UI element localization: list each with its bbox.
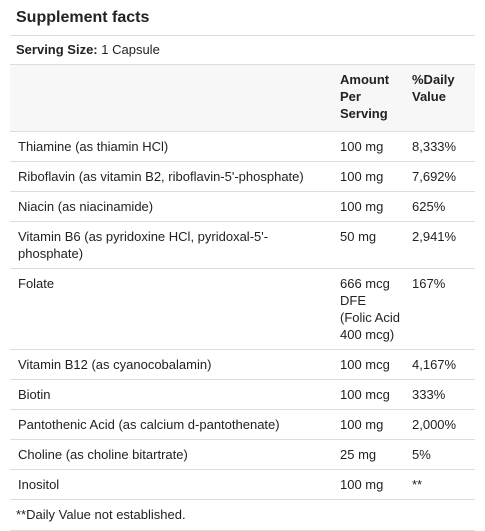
daily-value: 4,167% <box>404 349 475 380</box>
daily-value: 333% <box>404 379 475 410</box>
nutrient-name: Riboflavin (as vitamin B2, riboflavin-5'… <box>10 161 332 192</box>
table-row: Niacin (as niacinamide) 100 mg 625% <box>10 191 475 222</box>
nutrient-name: Vitamin B6 (as pyridoxine HCl, pyridoxal… <box>10 221 332 269</box>
nutrient-name: Biotin <box>10 379 332 410</box>
daily-value: 5% <box>404 439 475 470</box>
table-body: Thiamine (as thiamin HCl) 100 mg 8,333% Rib… <box>10 131 475 500</box>
table-row: Biotin 100 mcg 333% <box>10 379 475 410</box>
amount: 100 mg <box>332 409 404 440</box>
table-row: Vitamin B12 (as cyanocobalamin) 100 mcg 4,… <box>10 349 475 380</box>
nutrient-name: Thiamine (as thiamin HCl) <box>10 131 332 162</box>
nutrient-name: Pantothenic Acid (as calcium d-pantothen… <box>10 409 332 440</box>
amount: 50 mg <box>332 221 404 269</box>
amount: 100 mcg <box>332 379 404 410</box>
nutrient-name: Vitamin B12 (as cyanocobalamin) <box>10 349 332 380</box>
header-cell: %Daily Value <box>404 65 475 132</box>
amount: 100 mg <box>332 131 404 162</box>
daily-value: 8,333% <box>404 131 475 162</box>
amount: 100 mg <box>332 161 404 192</box>
table-row: Inositol 100 mg ** <box>10 469 475 500</box>
nutrient-name: Choline (as choline bitartrate) <box>10 439 332 470</box>
title: Supplement facts <box>10 0 475 36</box>
serving-size: Serving Size: 1 Capsule <box>10 36 475 65</box>
daily-value: 2,000% <box>404 409 475 440</box>
serving-value: 1 Capsule <box>101 42 160 57</box>
header-row: Amount Per Serving %Daily Value <box>10 65 475 132</box>
facts-table: Amount Per Serving %Daily Value Thiamine… <box>10 65 475 500</box>
table-row: Thiamine (as thiamin HCl) 100 mg 8,333% <box>10 131 475 162</box>
table-row: Pantothenic Acid (as calcium d-pantothen… <box>10 409 475 440</box>
table-row: Choline (as choline bitartrate) 25 mg 5% <box>10 439 475 470</box>
amount: 666 mcg DFE (Folic Acid 400 mcg) <box>332 268 404 350</box>
daily-value: ** <box>404 469 475 500</box>
daily-value: 167% <box>404 268 475 350</box>
nutrient-name: Inositol <box>10 469 332 500</box>
table-row: Folate 666 mcg DFE (Folic Acid 400 mcg) 16… <box>10 268 475 350</box>
nutrient-name: Folate <box>10 268 332 350</box>
amount: 100 mg <box>332 469 404 500</box>
supplement-facts: Supplement facts Serving Size: 1 Capsule… <box>10 0 475 531</box>
serving-label: Serving Size: <box>16 42 98 57</box>
daily-value: 7,692% <box>404 161 475 192</box>
daily-value: 625% <box>404 191 475 222</box>
daily-value: 2,941% <box>404 221 475 269</box>
nutrient-name: Niacin (as niacinamide) <box>10 191 332 222</box>
table-row: Vitamin B6 (as pyridoxine HCl, pyridoxal… <box>10 221 475 269</box>
amount: 100 mg <box>332 191 404 222</box>
table-row: Riboflavin (as vitamin B2, riboflavin-5'… <box>10 161 475 192</box>
amount: 100 mcg <box>332 349 404 380</box>
header-cell: Amount Per Serving <box>332 65 404 132</box>
amount: 25 mg <box>332 439 404 470</box>
header-cell <box>10 65 332 132</box>
footnote: **Daily Value not established. <box>10 500 475 531</box>
